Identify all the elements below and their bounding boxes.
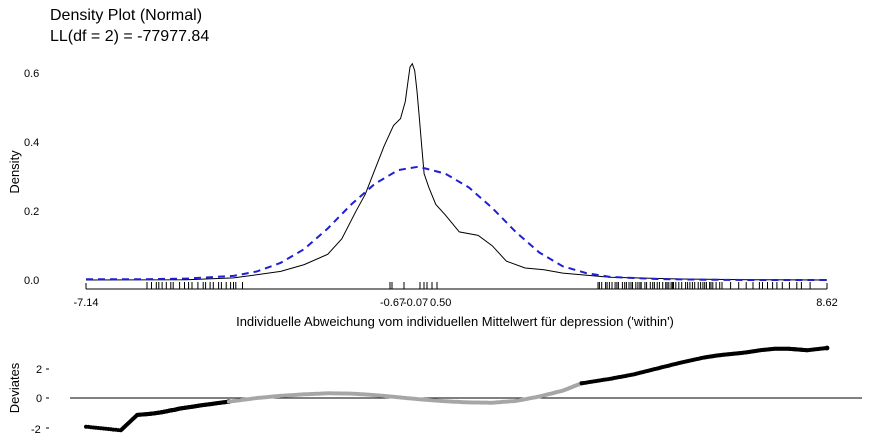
rug-marks bbox=[146, 282, 811, 289]
x-axis-label: Individuelle Abweichung vom individuelle… bbox=[236, 314, 674, 329]
y-axis-label: Density bbox=[7, 150, 22, 194]
y-tick-label: 0.4 bbox=[24, 137, 39, 149]
deviates-y-tick-label: 0 bbox=[36, 393, 42, 405]
y-tick-label: 0.0 bbox=[24, 275, 39, 287]
deviates-points bbox=[84, 345, 830, 433]
deviate-point bbox=[824, 345, 830, 351]
density-panel: Density 0.6 0.4 0.2 0.0 -7.14 -0.67 -0.0… bbox=[7, 62, 838, 329]
deviates-y-axis-label: Deviates bbox=[7, 362, 22, 413]
x-tick-label: -0.07 bbox=[403, 297, 428, 309]
x-tick-label: 0.50 bbox=[430, 297, 451, 309]
chart-title: Density Plot (Normal) bbox=[50, 7, 202, 24]
deviates-y-tick-label: -2 bbox=[31, 424, 41, 436]
chart-subtitle: LL(df = 2) = -77977.84 bbox=[50, 28, 209, 45]
deviates-y-tick-label: 2 bbox=[36, 364, 42, 376]
deviates-panel: Deviates 2 0 -2 bbox=[7, 345, 862, 436]
empirical-density-line bbox=[85, 62, 828, 281]
x-tick-label: 8.62 bbox=[816, 297, 837, 309]
normal-density-line bbox=[86, 165, 827, 281]
y-tick-label: 0.2 bbox=[24, 206, 39, 218]
y-tick-label: 0.6 bbox=[24, 68, 39, 80]
x-tick-label: -7.14 bbox=[73, 297, 98, 309]
x-tick-label: -0.67 bbox=[380, 297, 405, 309]
